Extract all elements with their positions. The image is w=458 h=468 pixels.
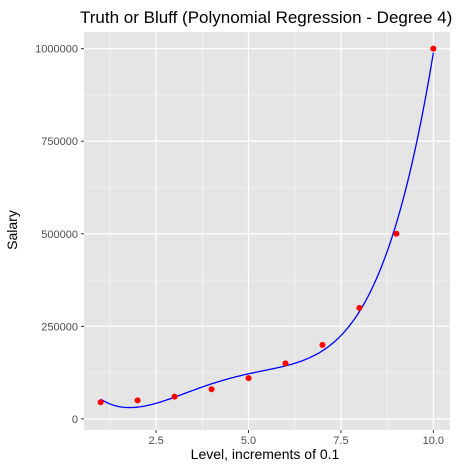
- data-point: [135, 397, 141, 403]
- y-tick-label: 1000000: [35, 44, 78, 56]
- data-point: [98, 399, 104, 405]
- x-tick-label: 10.0: [423, 435, 444, 447]
- chart-title: Truth or Bluff (Polynomial Regression - …: [80, 8, 452, 27]
- y-tick-label: 0: [72, 414, 78, 426]
- data-point: [209, 386, 215, 392]
- y-axis-label: Salary: [4, 210, 20, 250]
- y-tick-label: 500000: [41, 229, 78, 241]
- data-point: [246, 375, 252, 381]
- y-tick-label: 750000: [41, 136, 78, 148]
- data-point: [172, 394, 178, 400]
- y-tick-label: 250000: [41, 321, 78, 333]
- data-point: [356, 305, 362, 311]
- data-point: [282, 360, 288, 366]
- data-point: [393, 231, 399, 237]
- data-point: [319, 342, 325, 348]
- x-tick-label: 2.5: [148, 435, 163, 447]
- x-axis-label: Level, increments of 0.1: [191, 446, 340, 462]
- data-point: [430, 46, 436, 52]
